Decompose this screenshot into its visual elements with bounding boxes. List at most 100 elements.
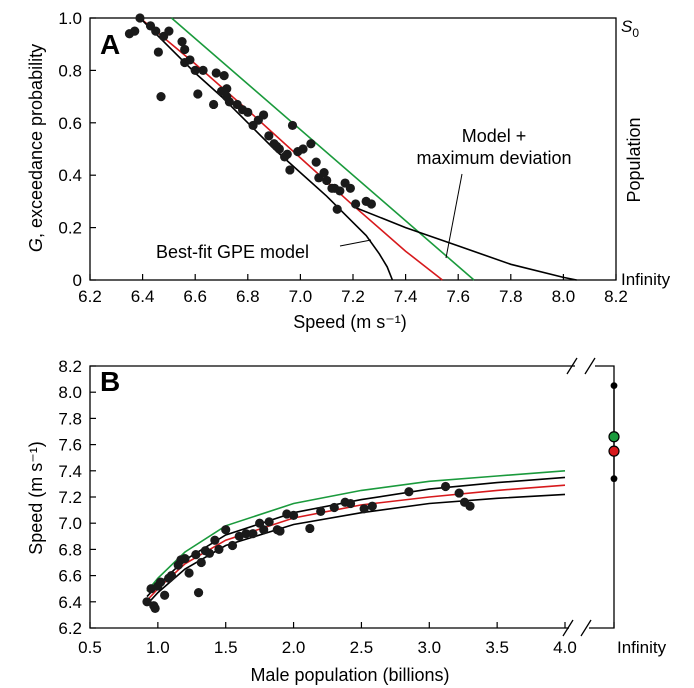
right-label-infinity: Infinity [621, 270, 671, 289]
y-tick-label-b: 7.8 [58, 409, 82, 428]
y-tick-label-a: 0 [73, 271, 82, 290]
data-point-b [259, 525, 269, 535]
data-point-a [130, 26, 140, 36]
data-point-b [359, 504, 369, 514]
data-point-b [264, 517, 274, 527]
infinity-point-max_deviation [608, 431, 620, 443]
x-tick-label-a: 8.2 [604, 287, 628, 306]
y-tick-label-a: 0.2 [58, 219, 82, 238]
data-point-b [255, 518, 265, 528]
annotation-model-pointer [445, 173, 463, 259]
y-tick-label-b: 8.2 [58, 357, 82, 376]
data-point-b [196, 557, 206, 568]
infinity-point-fit [610, 475, 618, 483]
x-tick-label-b: 1.5 [214, 638, 238, 657]
y-tick-label-b: 6.2 [58, 619, 82, 638]
data-point-a [243, 107, 253, 117]
data-point-a [311, 157, 321, 167]
x-tick-label-b: 1.0 [146, 638, 170, 657]
data-point-a [198, 65, 208, 75]
x-tick-label-a: 7.0 [289, 287, 313, 306]
y-axis-label-a-symbol: G [26, 238, 46, 252]
x-tick-label-b: 0.5 [78, 638, 102, 657]
x-tick-label-a: 7.2 [341, 287, 365, 306]
data-point-a [180, 44, 190, 55]
x-tick-label-b: 3.0 [417, 638, 441, 657]
data-point-a [335, 186, 345, 196]
data-point-b [221, 525, 231, 535]
y-axis-label-b: Speed (m s⁻¹) [26, 441, 46, 555]
data-point-b [316, 506, 326, 517]
axis-break-mark [562, 619, 574, 637]
y-tick-label-b: 7.0 [58, 514, 82, 533]
data-point-b [305, 523, 315, 534]
data-point-b [191, 550, 201, 560]
x-tick-label-b: 4.0 [553, 638, 577, 657]
infinity-point-model [608, 445, 620, 457]
data-point-b [454, 488, 464, 498]
axis-break-mark [566, 357, 578, 375]
data-point-b [440, 481, 451, 492]
data-point-a [366, 199, 377, 209]
series-line-model [139, 17, 443, 281]
y-tick-label-a: 1.0 [58, 9, 82, 28]
y-tick-label-a: 0.8 [58, 61, 82, 80]
data-point-a [298, 144, 308, 154]
data-point-a [306, 139, 316, 149]
x-tick-label-a: 7.4 [394, 287, 418, 306]
x-tick-label-a: 7.8 [499, 287, 523, 306]
data-point-a [332, 204, 342, 214]
data-point-b [329, 502, 339, 513]
x-tick-label-a: 6.2 [78, 287, 102, 306]
data-point-b [465, 501, 475, 511]
axis-break-mark [584, 357, 596, 375]
data-point-b [210, 535, 220, 545]
data-point-a [264, 131, 274, 141]
x-tick-label-b: 2.5 [350, 638, 374, 657]
data-point-a [151, 26, 161, 36]
data-point-a [224, 97, 234, 107]
y-tick-label-b: 7.6 [58, 436, 82, 455]
data-point-a [345, 183, 355, 193]
x-tick-label-a: 8.0 [552, 287, 576, 306]
series-line-fit [352, 205, 577, 281]
panel-b-letter: B [100, 366, 120, 397]
data-point-a [193, 89, 203, 99]
y-axis-label-a: G, exceedance probability [26, 44, 46, 252]
data-point-a [319, 167, 329, 178]
y-tick-label-a: 0.6 [58, 114, 82, 133]
x-tick-label-b: 3.5 [485, 638, 509, 657]
plot-frame-b-infinity [589, 365, 615, 629]
data-point-b [214, 544, 224, 555]
data-point-a [211, 68, 221, 78]
data-point-b [227, 540, 238, 551]
data-point-a [219, 71, 229, 81]
x-axis-label-a: Speed (m s⁻¹) [293, 312, 407, 332]
series-line-fit [146, 493, 566, 605]
y-tick-label-b: 7.4 [58, 462, 82, 481]
data-point-b [160, 590, 170, 600]
series-line-max_deviation [170, 17, 475, 281]
data-point-a [190, 65, 200, 75]
right-label-s0: S0 [621, 17, 639, 40]
annotation-model-line2: maximum deviation [416, 148, 571, 168]
data-point-b [184, 568, 194, 578]
annotation-best-fit: Best-fit GPE model [156, 242, 309, 262]
annotation-model-line1: Model + [462, 126, 527, 146]
y-tick-label-b: 6.6 [58, 567, 82, 586]
data-point-a [287, 120, 298, 131]
x-tick-label-b: 2.0 [282, 638, 306, 657]
data-point-b [142, 597, 152, 607]
right-label-population: Population [624, 117, 644, 202]
y-tick-label-a: 0.4 [58, 166, 82, 185]
data-point-a [274, 144, 284, 154]
y-tick-label-b: 8.0 [58, 383, 82, 402]
panel-a-chart: 6.2 6.4 6.6 6.8 7.0 7.2 7.4 7.6 7.8 8.0 8.2 0 0.2 0.4… [26, 9, 671, 332]
x-tick-label-a: 6.6 [183, 287, 207, 306]
series-line-model [146, 484, 566, 602]
data-point-b [193, 588, 204, 598]
panel-b-chart: 0.5 1.0 1.5 2.0 2.5 3.0 3.5 4.0 6.2 6.4 6.6 6.8 7.0 7… [26, 357, 667, 685]
data-point-b [248, 529, 258, 539]
data-point-b [204, 548, 215, 558]
